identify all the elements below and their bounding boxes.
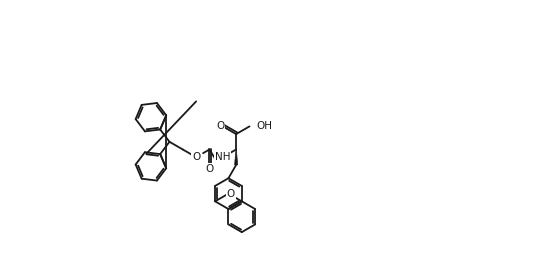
Text: O: O	[206, 164, 214, 174]
Text: OH: OH	[257, 121, 272, 131]
Text: O: O	[192, 152, 200, 162]
Text: NH: NH	[215, 152, 231, 162]
Text: O: O	[216, 121, 225, 131]
Text: O: O	[226, 188, 235, 199]
Polygon shape	[235, 149, 238, 165]
